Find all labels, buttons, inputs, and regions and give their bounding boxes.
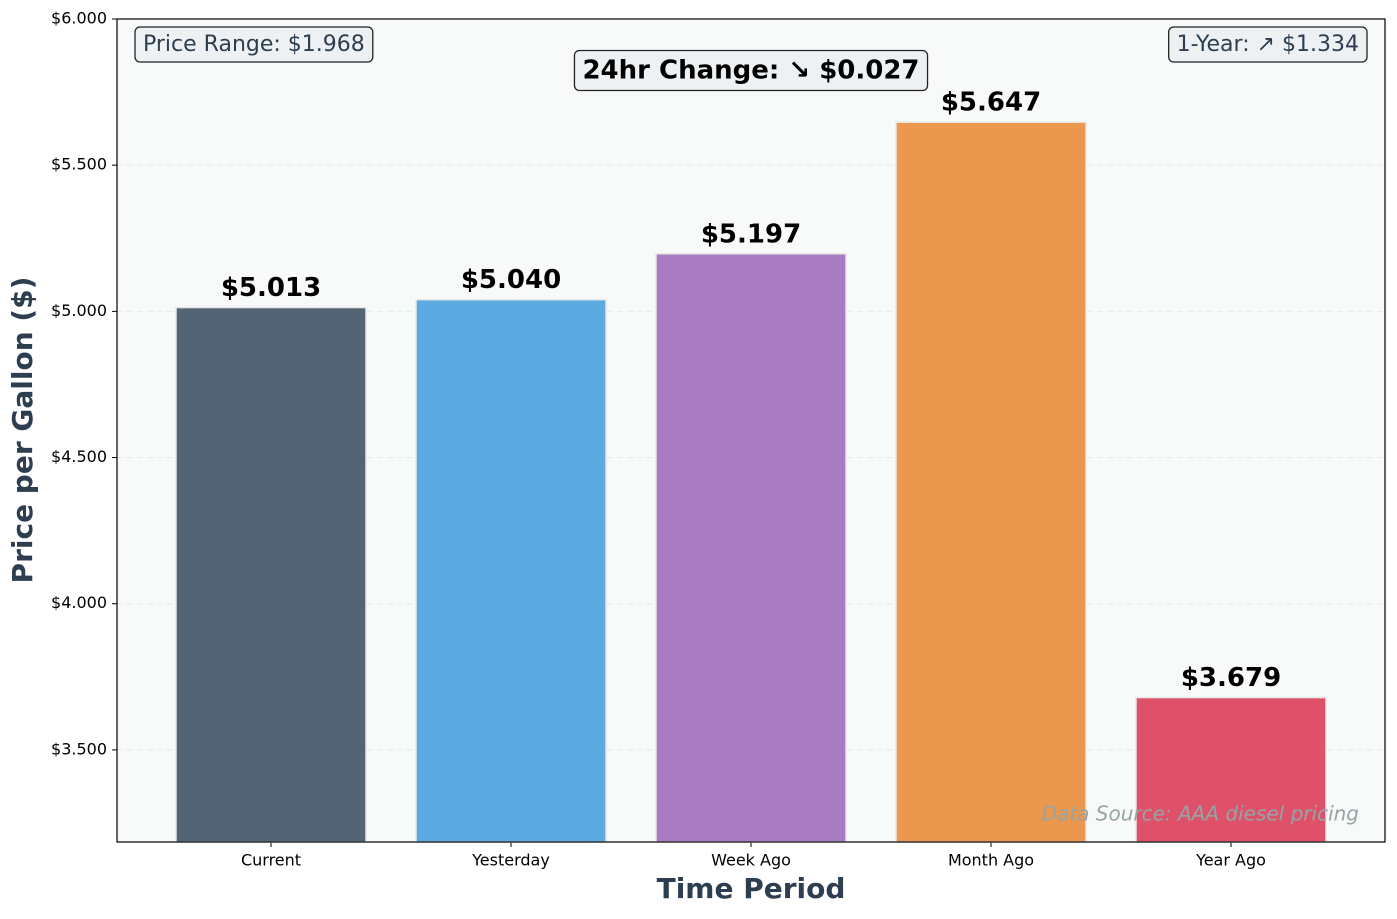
x-tick-label: Month Ago: [948, 851, 1034, 870]
y-tick-label: $6.000: [51, 9, 107, 28]
x-axis-label: Time Period: [657, 872, 846, 905]
value-label: $3.679: [1181, 663, 1281, 693]
bar: [1135, 696, 1327, 843]
plot-frame: [116, 18, 1386, 843]
y-tick-label: $4.000: [51, 593, 107, 612]
value-label: $5.040: [461, 265, 561, 295]
y-tick-label: $3.500: [51, 739, 107, 758]
annotation-box: [573, 49, 929, 92]
y-tick-label: $5.000: [51, 301, 107, 320]
value-label: $5.647: [941, 88, 1041, 118]
x-tick-label: Year Ago: [1195, 851, 1266, 870]
y-tick-label: $5.500: [51, 155, 107, 174]
annotation-box: [1168, 26, 1368, 63]
bar: [415, 298, 607, 843]
x-tick-label: Week Ago: [711, 851, 791, 870]
annotation: 1-Year: ↗ $1.334: [1177, 32, 1359, 57]
x-tick-label: Current: [241, 851, 301, 870]
bar: [655, 253, 847, 843]
bar: [175, 306, 367, 843]
y-tick-label: $4.500: [51, 447, 107, 466]
value-label: $5.197: [701, 219, 801, 249]
y-axis-label: Price per Gallon ($): [6, 277, 39, 584]
annotation: 24hr Change: ↘ $0.027: [582, 56, 919, 86]
x-tick-label: Yesterday: [471, 851, 550, 870]
annotation-box: [134, 26, 374, 63]
value-label: $5.013: [221, 273, 321, 303]
annotation: Price Range: $1.968: [143, 32, 365, 57]
bar: [895, 121, 1087, 843]
annotation: Data Source: AAA diesel pricing: [1042, 802, 1359, 826]
